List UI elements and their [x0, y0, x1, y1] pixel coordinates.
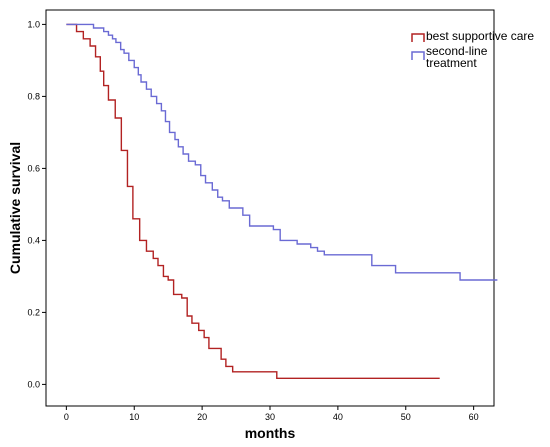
- x-tick-label-10: 10: [129, 412, 139, 422]
- y-tick-label-0: 0.0: [27, 379, 40, 389]
- y-tick-label-1: 0.2: [27, 307, 40, 317]
- legend-label-second-line-line1: second-line: [426, 44, 488, 58]
- x-tick-label-20: 20: [197, 412, 207, 422]
- legend: best supportive care second-line treatme…: [411, 29, 534, 70]
- legend-label-best-supportive-care: best supportive care: [426, 29, 534, 43]
- x-axis: 0 10 20 30 40 50 60: [64, 406, 479, 422]
- legend-label-second-line-treatment: second-line treatment: [426, 44, 491, 70]
- x-tick-label-40: 40: [333, 412, 343, 422]
- legend-label-second-line-line2: treatment: [426, 56, 477, 70]
- y-axis-title: Cumulative survival: [7, 142, 23, 274]
- series-line-best-supportive-care: [66, 23, 440, 379]
- y-tick-label-4: 0.8: [27, 91, 40, 101]
- series-layer: [66, 23, 498, 379]
- x-tick-label-50: 50: [401, 412, 411, 422]
- y-tick-label-2: 0.4: [27, 235, 40, 245]
- x-axis-title: months: [245, 425, 296, 441]
- x-tick-label-0: 0: [64, 412, 69, 422]
- legend-symbol-best-supportive-care: [411, 33, 425, 42]
- y-axis: 0.0 0.2 0.4 0.6 0.8 1.0: [27, 19, 46, 389]
- legend-symbol-second-line-treatment: [411, 51, 425, 60]
- x-tick-label-30: 30: [265, 412, 275, 422]
- y-tick-label-5: 1.0: [27, 19, 40, 29]
- x-tick-label-60: 60: [469, 412, 479, 422]
- series-line-second-line-treatment: [66, 23, 498, 281]
- plot-frame: [45, 9, 495, 407]
- y-tick-label-3: 0.6: [27, 163, 40, 173]
